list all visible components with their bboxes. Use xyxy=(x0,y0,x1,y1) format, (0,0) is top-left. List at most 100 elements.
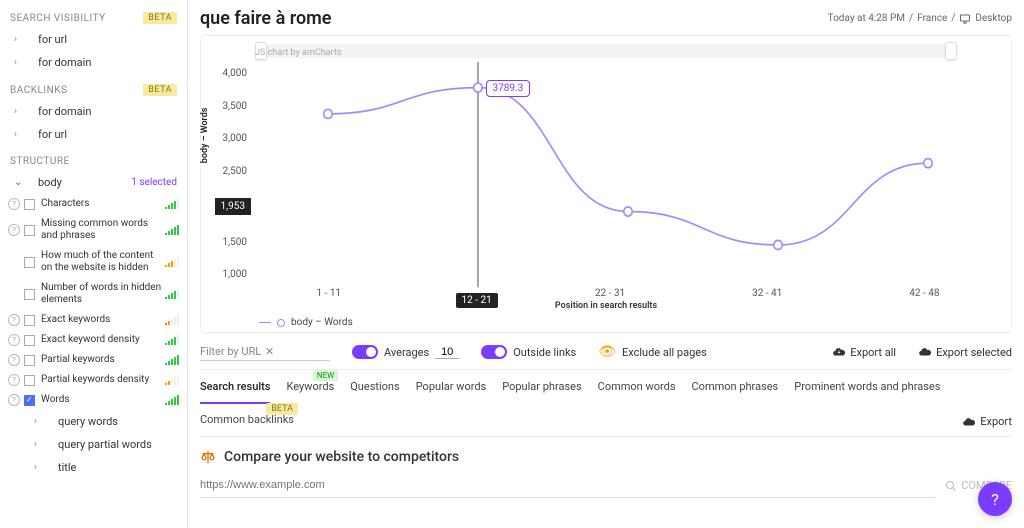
tab-keywords[interactable]: KeywordsNEW xyxy=(286,380,334,397)
tab-popular-words[interactable]: Popular words xyxy=(416,380,487,397)
cloud-download-icon xyxy=(918,345,932,359)
section-heading-backlinks: BACKLINKS BETA xyxy=(0,80,187,100)
signal-bars-icon xyxy=(165,315,179,325)
chevron-right-icon: › xyxy=(14,129,24,140)
tab-common-phrases[interactable]: Common phrases xyxy=(692,380,779,397)
structure-item[interactable]: ?Characters xyxy=(0,194,187,214)
help-icon[interactable]: ? xyxy=(8,354,20,366)
checkbox[interactable] xyxy=(24,355,35,366)
help-icon[interactable]: ? xyxy=(8,314,20,326)
chart-credit: JS chart by amCharts xyxy=(255,48,341,58)
checkbox[interactable] xyxy=(24,289,35,300)
export-selected-button[interactable]: Export selected xyxy=(918,345,1012,359)
section-heading-search-visibility: SEARCH VISIBILITY BETA xyxy=(0,8,187,28)
structure-sub-item[interactable]: ›title xyxy=(0,456,187,479)
help-icon[interactable]: ? xyxy=(8,374,20,386)
chart-tooltip: 3789.3 xyxy=(486,80,531,97)
new-badge: NEW xyxy=(313,370,338,381)
scrubber-handle-right[interactable] xyxy=(945,42,957,60)
controls-row: Filter by URL ✕ Averages Outside links 👁… xyxy=(200,333,1012,370)
sidebar-item-body[interactable]: ⌄ body 1 selected xyxy=(0,171,187,194)
eye-icon: 👁 xyxy=(598,344,616,360)
sidebar-item-for-domain[interactable]: › for domain xyxy=(0,51,187,74)
chevron-right-icon: › xyxy=(14,57,24,68)
tab-popular-phrases[interactable]: Popular phrases xyxy=(502,380,581,397)
signal-bars-icon xyxy=(165,395,179,405)
page-title: que faire à rome xyxy=(200,8,331,29)
outside-links-toggle[interactable] xyxy=(481,345,507,359)
cloud-download-icon xyxy=(832,345,846,359)
structure-item[interactable]: Number of words in hidden elements xyxy=(0,278,187,310)
page-meta: Today at 4:28 PM / France / Desktop xyxy=(828,13,1012,25)
beta-badge: BETA xyxy=(143,84,177,96)
averages-toggle[interactable] xyxy=(352,345,378,359)
chevron-right-icon: › xyxy=(14,34,24,45)
signal-bars-icon xyxy=(165,225,179,235)
tab-prominent-words-and-phrases[interactable]: Prominent words and phrases xyxy=(794,380,940,397)
compare-url-input[interactable] xyxy=(200,473,935,498)
help-icon[interactable]: ? xyxy=(8,224,20,236)
y-axis: 4,0003,5003,0002,5001,9531,5001,000 xyxy=(209,62,253,310)
chevron-right-icon: › xyxy=(14,106,24,117)
sidebar-item-for-url-2[interactable]: › for url xyxy=(0,123,187,146)
help-icon[interactable]: ? xyxy=(8,334,20,346)
structure-item[interactable]: ?Exact keyword density xyxy=(0,330,187,350)
tab-common-backlinks[interactable]: Common backlinksBETA xyxy=(200,413,294,430)
structure-item[interactable]: ?Words xyxy=(0,390,187,410)
signal-bars-icon xyxy=(165,257,179,267)
signal-bars-icon xyxy=(165,335,179,345)
tab-common-words[interactable]: Common words xyxy=(598,380,676,397)
beta-badge: BETA xyxy=(266,403,298,415)
checkbox[interactable] xyxy=(24,315,35,326)
checkbox[interactable] xyxy=(24,225,35,236)
exclude-pages-label[interactable]: Exclude all pages xyxy=(622,346,707,359)
tab-questions[interactable]: Questions xyxy=(350,380,399,397)
export-button[interactable]: Export xyxy=(962,415,1012,429)
help-fab[interactable]: ? xyxy=(978,482,1012,516)
selected-count: 1 selected xyxy=(131,177,177,188)
search-icon xyxy=(945,480,957,492)
outside-links-label: Outside links xyxy=(513,346,576,359)
structure-item[interactable]: ?Missing common words and phrases xyxy=(0,214,187,246)
compare-section: Compare your website to competitors COMP… xyxy=(200,437,1012,510)
structure-item[interactable]: ?Exact keywords xyxy=(0,310,187,330)
sidebar-item-for-domain-2[interactable]: › for domain xyxy=(0,100,187,123)
chevron-down-icon: ⌄ xyxy=(14,177,24,188)
checkbox[interactable] xyxy=(24,375,35,386)
sidebar-item-for-url[interactable]: › for url xyxy=(0,28,187,51)
checkbox[interactable] xyxy=(24,395,35,406)
signal-bars-icon xyxy=(165,375,179,385)
compare-title: Compare your website to competitors xyxy=(224,449,459,465)
question-icon: ? xyxy=(991,490,999,509)
cloud-download-icon xyxy=(962,415,976,429)
structure-sub-item[interactable]: ›query words xyxy=(0,410,187,433)
structure-item[interactable]: ?Partial keywords density xyxy=(0,370,187,390)
checkbox[interactable] xyxy=(24,257,35,268)
structure-sub-item[interactable]: ›query partial words xyxy=(0,433,187,456)
structure-item[interactable]: ?Partial keywords xyxy=(0,350,187,370)
section-heading-structure: STRUCTURE xyxy=(0,152,187,171)
chevron-right-icon: › xyxy=(34,462,44,473)
help-icon[interactable]: ? xyxy=(8,198,20,210)
sidebar: SEARCH VISIBILITY BETA › for url › for d… xyxy=(0,0,188,528)
desktop-icon xyxy=(959,13,971,25)
averages-input[interactable] xyxy=(435,346,459,359)
checkbox[interactable] xyxy=(24,199,35,210)
export-all-button[interactable]: Export all xyxy=(832,345,896,359)
chart-legend: body – Words xyxy=(209,311,1003,328)
averages-label: Averages xyxy=(384,346,429,359)
clear-icon[interactable]: ✕ xyxy=(265,345,330,358)
tab-search-results[interactable]: Search results xyxy=(200,380,270,397)
chevron-right-icon: › xyxy=(34,416,44,427)
scales-icon xyxy=(200,449,216,465)
y-highlight-badge: 1,953 xyxy=(215,198,251,215)
structure-item[interactable]: How much of the content on the website i… xyxy=(0,246,187,278)
main-content: que faire à rome Today at 4:28 PM / Fran… xyxy=(188,0,1024,528)
beta-badge: BETA xyxy=(143,12,177,24)
checkbox[interactable] xyxy=(24,335,35,346)
chart-plot[interactable]: 3789.3 12 - 21 xyxy=(253,62,1003,310)
chart-scrubber[interactable] xyxy=(255,44,957,58)
help-icon[interactable]: ? xyxy=(8,394,20,406)
filter-by-url-input[interactable]: Filter by URL ✕ xyxy=(200,343,330,361)
legend-marker-icon xyxy=(277,319,285,327)
